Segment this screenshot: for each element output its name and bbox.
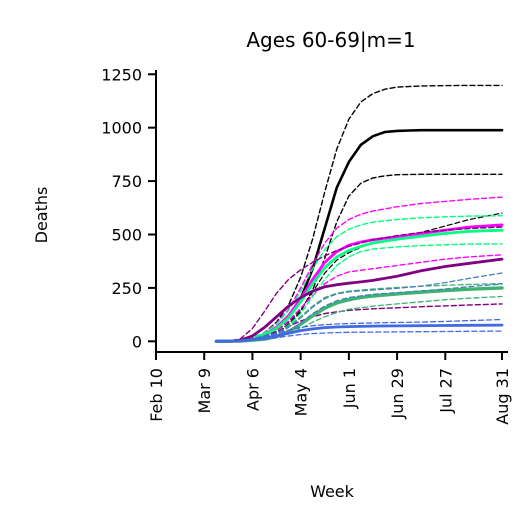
y-tick-label-1: 250 <box>111 279 142 298</box>
series-line-8 <box>215 215 503 342</box>
x-axis-ticks: Feb 10 Mar 9 Apr 6 May 4 Jun 1 Jun 29 Jul 27 Au… <box>147 352 512 425</box>
series-line-1 <box>215 84 503 342</box>
y-tick-label-3: 750 <box>111 172 142 191</box>
series-line-18 <box>214 323 504 343</box>
y-axis-ticks: 0 250 500 750 1000 1250 <box>101 65 156 351</box>
y-tick-label-4: 1000 <box>101 119 142 138</box>
x-axis-label: Week <box>310 482 355 501</box>
x-tick-label-0: Feb 10 <box>147 368 166 422</box>
series-line-20 <box>215 330 503 342</box>
series-line-10 <box>214 257 504 343</box>
x-tick-label-2: Apr 6 <box>243 368 262 411</box>
y-axis-label: Deaths <box>32 187 51 244</box>
series-line-14 <box>215 295 503 342</box>
y-tick-label-5: 1250 <box>101 65 142 84</box>
chart-title: Ages 60-69|m=1 <box>246 28 415 52</box>
series-line-6 <box>215 254 503 342</box>
series-line-2 <box>215 173 503 342</box>
y-tick-label-2: 500 <box>111 226 142 245</box>
series-layer <box>214 84 504 343</box>
series-line-17 <box>215 283 503 342</box>
series-line-19 <box>215 318 503 342</box>
y-tick-label-0: 0 <box>132 332 142 351</box>
x-tick-label-7: Aug 31 <box>493 368 512 425</box>
x-tick-label-4: Jun 1 <box>340 368 359 409</box>
series-line-16 <box>215 272 503 342</box>
series-line-15 <box>215 282 503 342</box>
x-tick-label-1: Mar 9 <box>195 368 214 413</box>
x-tick-label-5: Jun 29 <box>388 368 407 419</box>
x-tick-label-6: Jul 27 <box>436 368 455 414</box>
series-line-11 <box>215 226 503 342</box>
x-tick-label-3: May 4 <box>292 368 311 416</box>
